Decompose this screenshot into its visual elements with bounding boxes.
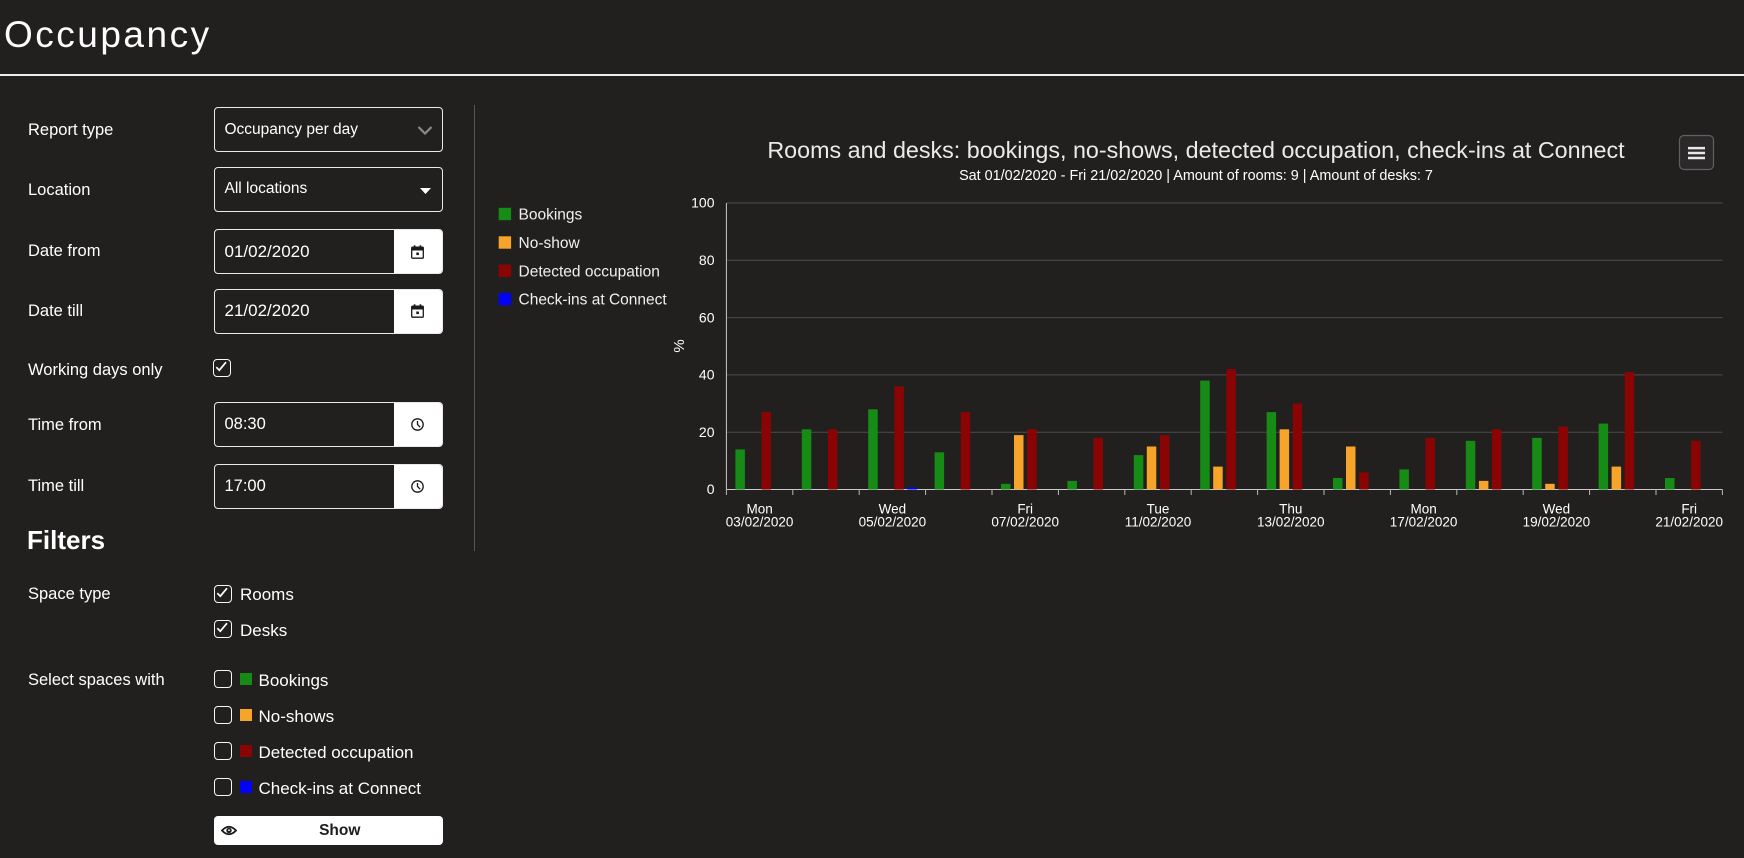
svg-text:Rooms and desks: bookings, no-: Rooms and desks: bookings, no-shows, det…: [767, 137, 1625, 163]
svg-text:Mon: Mon: [746, 502, 772, 517]
svg-text:Wed: Wed: [879, 502, 907, 517]
svg-text:17/02/2020: 17/02/2020: [1390, 515, 1458, 530]
svg-text:Fri: Fri: [1681, 502, 1697, 517]
svg-text:Detected occupation: Detected occupation: [519, 263, 660, 280]
svg-text:Mon: Mon: [1410, 502, 1436, 517]
svg-text:80: 80: [699, 252, 715, 268]
svg-text:0: 0: [707, 481, 715, 497]
svg-text:21/02/2020: 21/02/2020: [1655, 515, 1723, 530]
svg-text:07/02/2020: 07/02/2020: [991, 515, 1059, 530]
svg-text:19/02/2020: 19/02/2020: [1523, 515, 1591, 530]
svg-text:03/02/2020: 03/02/2020: [726, 515, 794, 530]
svg-text:20: 20: [699, 424, 715, 440]
svg-text:05/02/2020: 05/02/2020: [859, 515, 927, 530]
svg-text:Wed: Wed: [1543, 502, 1571, 517]
svg-text:Sat 01/02/2020 - Fri 21/02/202: Sat 01/02/2020 - Fri 21/02/2020 | Amount…: [959, 168, 1433, 184]
svg-text:11/02/2020: 11/02/2020: [1125, 515, 1192, 530]
svg-text:No-show: No-show: [519, 235, 581, 252]
svg-text:Bookings: Bookings: [519, 207, 583, 224]
svg-text:Fri: Fri: [1017, 502, 1033, 517]
svg-text:13/02/2020: 13/02/2020: [1257, 515, 1325, 530]
svg-text:Thu: Thu: [1279, 502, 1302, 517]
svg-text:Tue: Tue: [1147, 502, 1170, 517]
svg-text:Check-ins at Connect: Check-ins at Connect: [519, 292, 668, 309]
svg-text:40: 40: [699, 367, 715, 383]
svg-text:%: %: [671, 339, 688, 352]
svg-text:100: 100: [691, 195, 715, 211]
svg-text:60: 60: [699, 309, 715, 325]
